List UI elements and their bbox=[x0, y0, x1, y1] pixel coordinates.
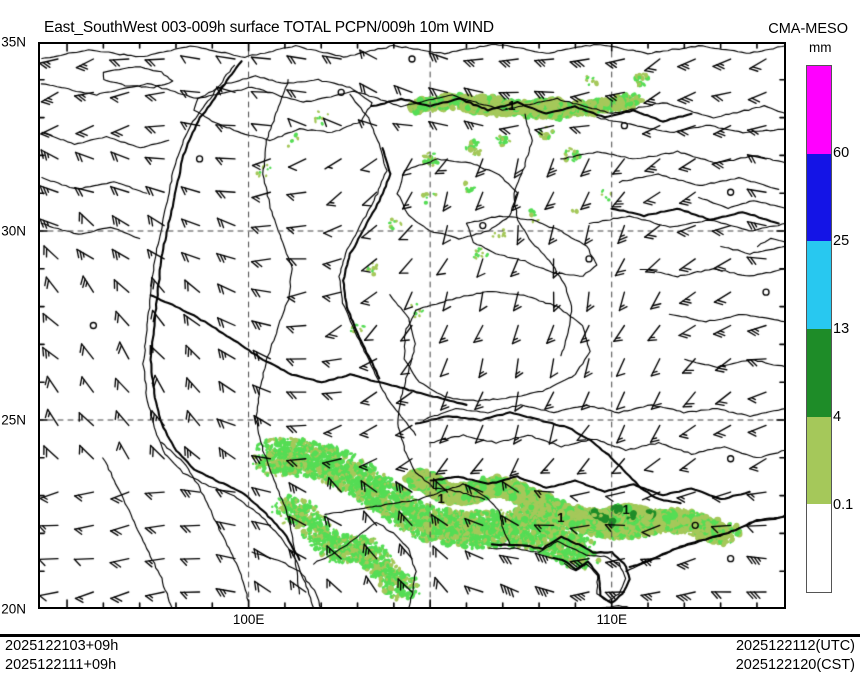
colorbar-tick-label: 4 bbox=[833, 409, 842, 425]
latitude-tick-label: 25N bbox=[1, 412, 26, 428]
colorbar-unit-label: mm bbox=[809, 40, 832, 55]
colorbar-segment bbox=[807, 241, 831, 329]
footer-right-line2: 2025122120(CST) bbox=[735, 657, 855, 673]
footer-left-line2: 2025122111+09h bbox=[5, 657, 117, 673]
latitude-tick-label: 20N bbox=[1, 601, 26, 617]
footer-divider bbox=[0, 634, 860, 637]
latitude-axis: 35N 30N 25N 20N bbox=[0, 35, 38, 617]
footer-left: 2025122103+09h 2025122111+09h bbox=[5, 637, 118, 675]
latitude-tick-label: 30N bbox=[1, 223, 26, 239]
footer-right: 2025122112(UTC) 2025122120(CST) bbox=[736, 637, 855, 675]
longitude-tick-label: 110E bbox=[596, 612, 627, 627]
colorbar-segment bbox=[807, 328, 831, 417]
latitude-tick-label: 35N bbox=[1, 34, 26, 50]
colorbar-tick-label: 13 bbox=[833, 321, 850, 337]
footer-left-line1: 2025122103+09h bbox=[5, 638, 119, 654]
colorbar-segment bbox=[807, 153, 831, 242]
colorbar-segment bbox=[807, 416, 831, 505]
map-panel[interactable] bbox=[38, 42, 786, 609]
colorbar: mm 60 25 13 4 0.1 bbox=[803, 40, 860, 610]
longitude-axis: 100E 110E bbox=[38, 609, 786, 631]
colorbar-ticks: 60 25 13 4 0.1 bbox=[803, 65, 860, 593]
colorbar-tick-label: 25 bbox=[833, 233, 850, 249]
colorbar-segment bbox=[807, 504, 831, 592]
colorbar-gradient[interactable] bbox=[806, 65, 832, 593]
page-title: East_SouthWest 003-009h surface TOTAL PC… bbox=[44, 19, 494, 36]
footer-right-line1: 2025122112(UTC) bbox=[735, 638, 855, 654]
model-label: CMA-MESO bbox=[768, 21, 848, 37]
map-canvas[interactable] bbox=[38, 42, 786, 609]
longitude-tick-label: 100E bbox=[232, 612, 265, 627]
colorbar-tick-label: 0.1 bbox=[833, 497, 854, 513]
colorbar-tick-label: 60 bbox=[833, 145, 850, 161]
colorbar-segment bbox=[807, 66, 831, 154]
